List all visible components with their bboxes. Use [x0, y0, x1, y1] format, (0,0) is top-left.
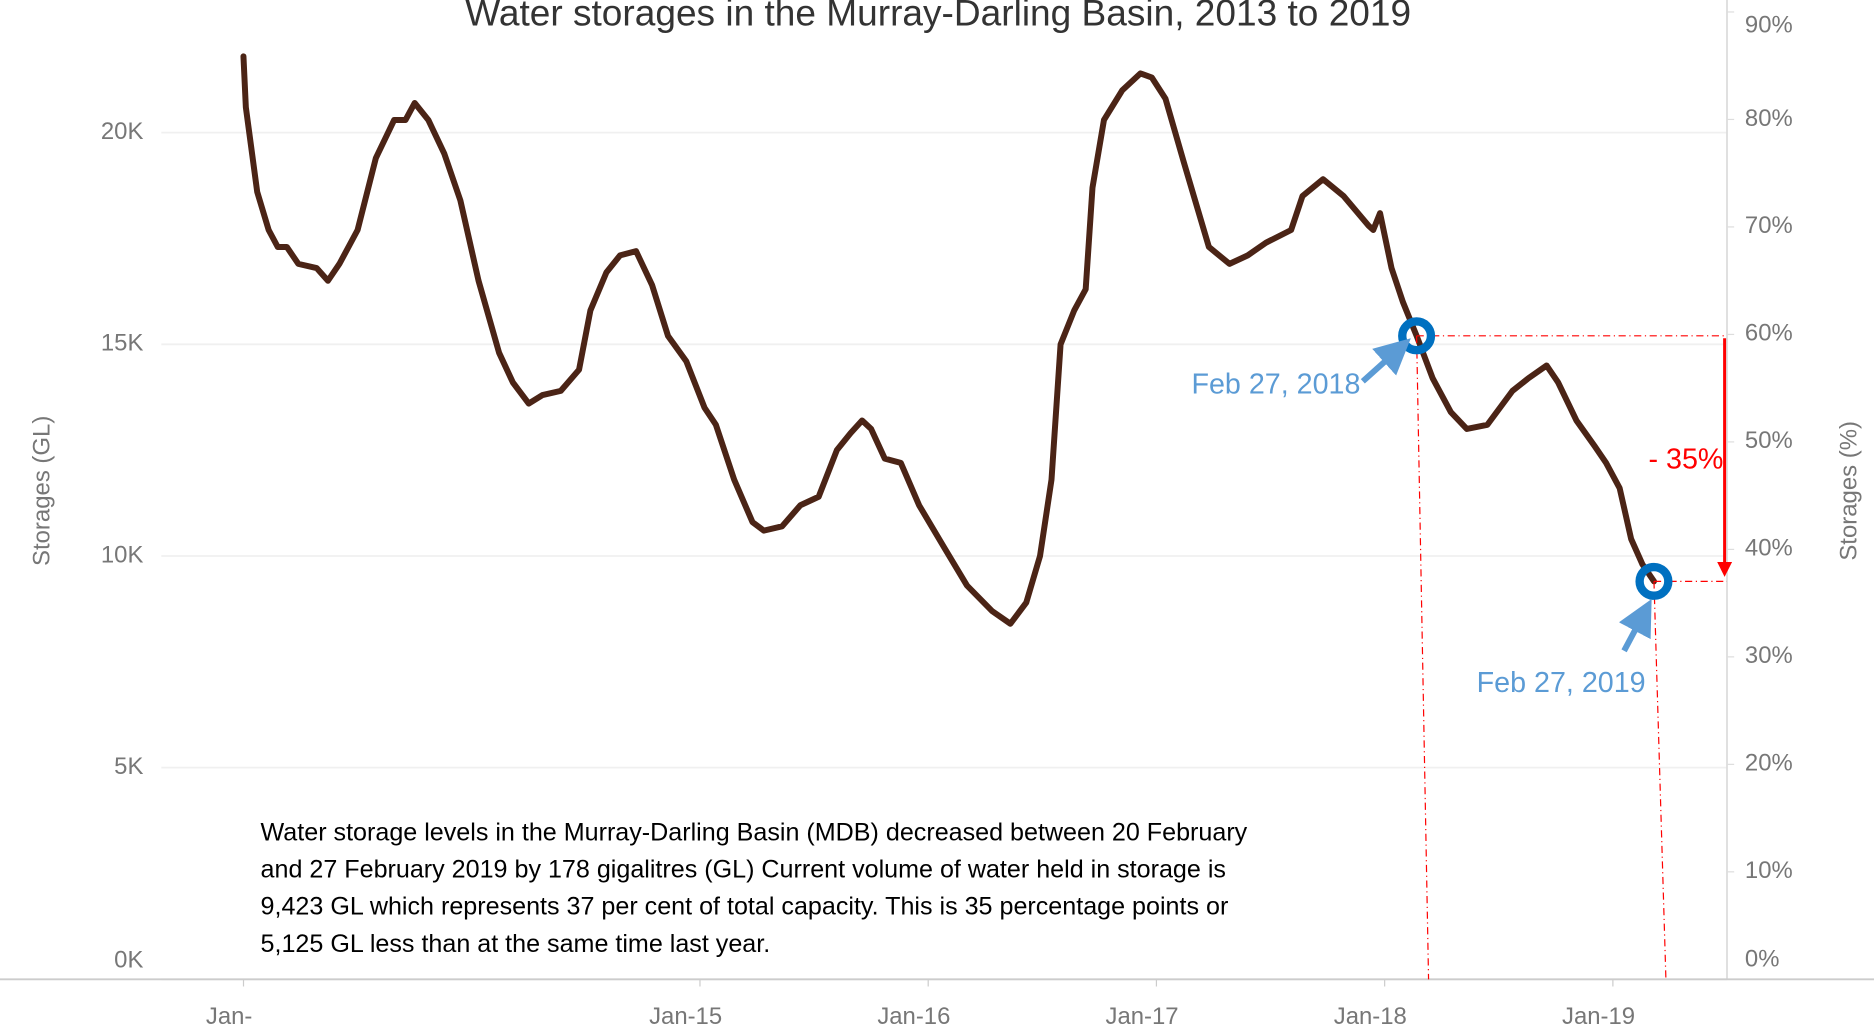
annotation-label: Feb 27, 2019 [1477, 667, 1646, 699]
pointer-arrow [1360, 338, 1411, 384]
note-box: Water storage levels in the Murray-Darli… [250, 811, 1279, 965]
series-line [240, 53, 1657, 627]
y2-axis-title: Storages (%) [1835, 421, 1862, 561]
y-tick-label: 5K [114, 753, 143, 780]
y-tick-label: 15K [101, 330, 144, 357]
x-tick-label: Jan-18 [1334, 1003, 1407, 1030]
y2-tick-label: 30% [1745, 642, 1793, 669]
highlight-marker [1635, 562, 1673, 600]
y-axis-title: Storages (GL) [28, 416, 55, 566]
guide-vertical [1416, 335, 1430, 980]
y2-tick-label: 10% [1745, 857, 1793, 884]
y2-tick-label: 60% [1745, 320, 1793, 347]
note: Water storage levels in the Murray-Darli… [250, 811, 1279, 965]
x-tick-label: Jan- [206, 1003, 252, 1030]
y2-tick-label: 50% [1745, 427, 1793, 454]
x-tick-label: Jan-17 [1106, 1003, 1179, 1030]
y2-tick-label: 40% [1745, 535, 1793, 562]
x-tick-label: Jan-19 [1562, 1003, 1635, 1030]
highlight-marker [1398, 317, 1436, 355]
title-box [286, 0, 1578, 42]
y2-tick-label: 90% [1745, 12, 1793, 39]
y-tick-label: 10K [101, 541, 144, 568]
chart-title: Water storages in the Murray-Darling Bas… [465, 0, 1411, 33]
guide-vertical [1653, 581, 1667, 980]
y2-tick-label: 70% [1745, 212, 1793, 239]
y2-tick-label: 20% [1745, 750, 1793, 777]
x-tick-label: Jan-15 [649, 1003, 722, 1030]
y2-tick-label: 0% [1745, 945, 1780, 972]
y2-tick-label: 80% [1745, 105, 1793, 132]
annotation-label: Feb 27, 2018 [1192, 369, 1361, 401]
x-tick-label: Jan-16 [877, 1003, 950, 1030]
y-tick-label: 20K [101, 118, 144, 145]
pointer-arrow [1618, 599, 1652, 653]
y-tick-label: 0K [114, 947, 143, 974]
change-label: - 35% [1649, 444, 1724, 476]
